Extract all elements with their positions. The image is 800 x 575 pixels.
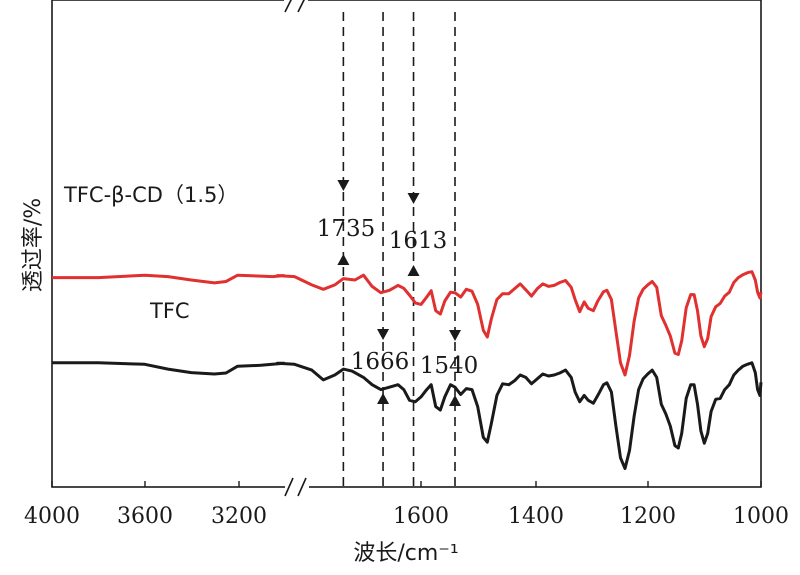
series-line-tfc [52,361,763,470]
arrow-1735-down [337,180,350,191]
arrow-1735-up [337,254,350,265]
annotation-label-1613: 1613 [389,228,448,254]
arrow-1666-down [377,329,390,340]
x-tick-label: 4000 [24,504,80,529]
annotation-label-1540: 1540 [420,353,479,379]
series-label-tfc-beta-cd: TFC-β-CD（1.5） [63,183,238,207]
arrow-1613-down [407,193,420,204]
plot-frame [51,0,762,488]
x-tick-label: 1000 [733,504,789,529]
x-axis-ticks: 4000 3600 3200 1600 1400 1200 1000 [24,481,789,529]
x-tick-label: 3600 [117,504,173,529]
axis-break-bottom [284,477,309,497]
x-tick-label: 1400 [508,504,564,529]
x-tick-label: 1200 [620,504,676,529]
arrow-1666-up [377,393,390,404]
annotation-arrows [337,180,461,406]
arrow-1613-up [407,265,420,276]
annotation-label-1735: 1735 [317,216,376,242]
x-axis-title: 波长/cm⁻¹ [353,541,458,566]
annotation-guides [342,12,456,487]
axis-break-top [284,0,308,13]
arrow-1540-down [449,330,461,341]
series-group [52,270,763,470]
x-tick-label: 1600 [393,504,449,529]
annotation-label-1666: 1666 [351,349,410,375]
arrow-1540-up [449,395,461,406]
series-line-tfc-beta-cd [52,270,763,377]
series-label-tfc: TFC [149,299,190,323]
x-tick-label: 3200 [211,504,267,529]
y-axis-title: 透过率/% [21,198,46,292]
